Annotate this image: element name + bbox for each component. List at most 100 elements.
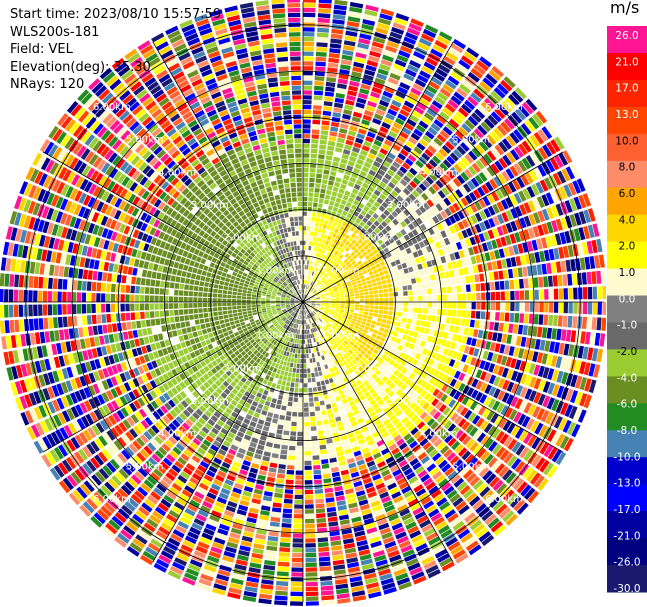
velocity-gate [323,101,333,107]
velocity-gate [314,76,325,81]
velocity-gate [182,435,191,444]
velocity-gate [471,147,482,158]
velocity-gate [583,362,591,376]
velocity-gate [298,310,301,315]
velocity-gate [345,363,351,370]
velocity-gate [305,315,307,320]
velocity-gate [319,291,324,295]
velocity-gate [347,432,355,439]
velocity-gate [304,470,312,475]
velocity-gate [267,381,273,387]
velocity-gate [400,274,406,281]
velocity-gate [220,337,227,343]
velocity-gate [333,436,341,443]
velocity-gate [311,328,315,333]
velocity-gate [240,377,247,383]
velocity-gate [473,444,483,455]
velocity-gate [174,557,188,567]
velocity-gate [500,355,508,366]
velocity-gate [581,241,589,255]
velocity-gate [226,377,233,384]
velocity-gate [251,333,257,338]
velocity-gate [439,272,445,279]
velocity-gate [572,180,582,194]
velocity-gate [329,216,335,222]
velocity-gate [587,208,596,222]
velocity-gate [304,315,306,320]
velocity-gate [287,347,291,352]
velocity-gate [376,216,384,224]
velocity-gate [407,64,419,73]
velocity-gate [250,321,256,325]
velocity-gate [375,156,384,164]
velocity-gate [580,331,586,344]
velocity-gate [356,347,362,353]
velocity-gate [364,391,371,398]
velocity-gate [138,408,147,418]
velocity-gate [381,469,391,477]
velocity-gate [291,317,295,322]
velocity-gate [555,203,564,216]
velocity-gate [344,345,350,351]
velocity-gate [375,456,384,464]
velocity-gate [442,173,452,183]
velocity-gate [398,307,403,312]
velocity-gate [222,483,233,491]
velocity-gate [50,431,61,445]
velocity-gate [291,562,303,568]
velocity-gate [430,322,436,329]
velocity-gate [398,296,404,302]
velocity-gate [230,381,237,388]
velocity-gate [290,581,303,587]
velocity-gate [539,302,544,313]
velocity-gate [453,213,461,222]
velocity-gate [57,412,67,425]
velocity-gate [510,149,520,161]
velocity-gate [512,179,521,191]
velocity-gate [310,270,313,276]
velocity-gate [326,269,331,274]
velocity-gate [345,201,352,208]
velocity-gate [317,351,321,357]
velocity-gate [198,347,205,355]
velocity-gate [533,378,542,390]
velocity-gate [380,95,392,103]
velocity-gate [480,435,490,446]
velocity-gate [380,59,393,67]
velocity-gate [242,531,254,538]
velocity-gate [191,455,201,464]
velocity-gate [396,195,404,203]
velocity-gate [244,402,251,409]
velocity-gate [519,204,527,216]
velocity-gate [365,486,376,494]
velocity-gate [335,298,340,300]
velocity-gate [515,256,522,266]
velocity-gate [427,145,437,154]
velocity-gate [315,411,321,416]
velocity-gate [236,367,243,373]
velocity-gate [455,63,468,74]
velocity-gate [427,236,434,244]
velocity-gate [78,448,89,461]
velocity-gate [445,278,451,286]
velocity-gate [97,394,106,405]
velocity-gate [324,354,328,359]
velocity-gate [255,358,261,364]
velocity-gate [376,197,384,205]
velocity-gate [553,302,559,313]
velocity-gate [509,279,515,290]
velocity-gate [318,8,331,14]
velocity-gate [447,99,459,110]
velocity-gate [341,528,353,535]
velocity-gate [296,339,300,344]
velocity-gate [596,270,602,284]
velocity-gate [281,315,285,320]
velocity-gate [319,218,325,224]
velocity-gate [230,353,236,359]
velocity-gate [135,510,147,521]
velocity-gate [340,59,352,66]
velocity-gate [254,328,260,333]
velocity-gate [158,446,168,456]
velocity-gate [306,302,311,304]
velocity-gate [328,377,334,384]
